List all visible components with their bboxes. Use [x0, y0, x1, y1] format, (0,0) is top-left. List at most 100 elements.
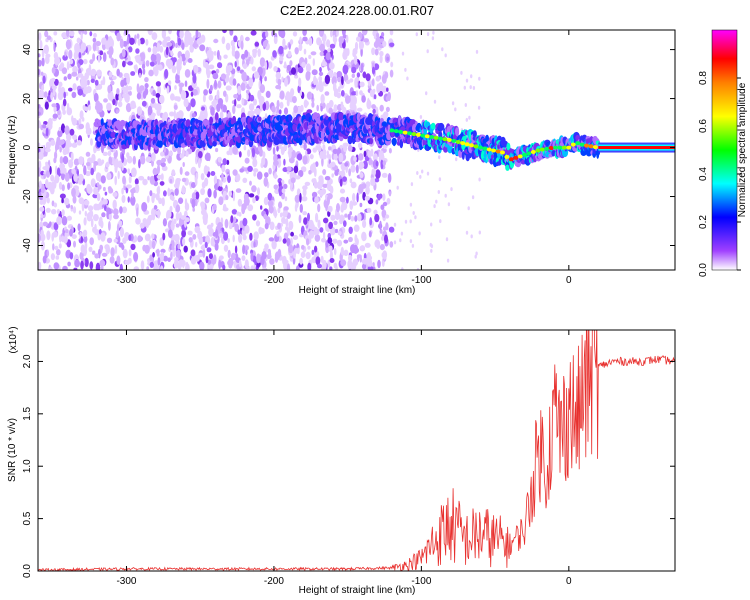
noise-speck	[152, 66, 157, 72]
noise-speck	[192, 73, 197, 84]
noise-speck	[253, 71, 260, 79]
noise-speck	[338, 152, 344, 163]
ridge-peak	[446, 138, 452, 142]
noise-speck	[340, 259, 347, 267]
noise-speck	[44, 163, 50, 173]
ridge-peak	[544, 146, 550, 151]
noise-speck	[138, 175, 145, 181]
noise-speck	[441, 47, 444, 52]
noise-speck	[286, 64, 292, 71]
noise-speck	[122, 237, 127, 244]
noise-speck	[378, 150, 384, 160]
noise-speck	[151, 152, 156, 162]
snr-y-multiplier: (x10⁴)	[8, 326, 19, 353]
noise-speck	[324, 91, 330, 96]
noise-speck	[68, 87, 73, 92]
noise-speck	[388, 191, 392, 197]
noise-speck	[414, 215, 417, 220]
noise-speck	[158, 94, 165, 104]
noise-speck	[121, 164, 124, 171]
noise-speck	[136, 83, 140, 93]
noise-speck	[135, 217, 141, 225]
noise-speck	[161, 197, 165, 207]
noise-speck	[339, 214, 345, 223]
noise-speck	[167, 80, 172, 86]
noise-speck	[80, 244, 86, 254]
noise-speck	[183, 245, 188, 253]
noise-speck	[208, 51, 214, 62]
noise-speck	[307, 262, 312, 270]
noise-speck	[213, 189, 217, 199]
noise-speck	[314, 234, 321, 242]
noise-speck	[225, 194, 229, 201]
noise-speck	[235, 188, 242, 193]
noise-speck	[107, 36, 114, 46]
noise-speck	[187, 58, 193, 63]
colorbar-tick-label: 0.4	[698, 167, 709, 181]
noise-speck	[358, 161, 363, 170]
noise-speck	[148, 69, 154, 77]
noise-speck	[80, 42, 87, 52]
noise-speck	[349, 78, 354, 83]
ridge-peak	[389, 128, 395, 133]
noise-speck	[315, 256, 321, 266]
noise-speck	[49, 165, 52, 175]
noise-speck	[88, 64, 92, 74]
noise-speck	[127, 85, 133, 91]
noise-speck	[208, 253, 213, 260]
noise-speck	[353, 156, 357, 162]
noise-speck	[207, 263, 214, 270]
noise-speck	[354, 234, 358, 243]
noise-speck	[242, 177, 248, 183]
noise-speck	[346, 196, 349, 204]
noise-speck	[162, 218, 167, 227]
noise-speck	[327, 237, 333, 244]
noise-speck	[336, 92, 341, 99]
noise-speck	[252, 49, 257, 59]
noise-speck	[134, 64, 138, 73]
noise-speck	[65, 39, 72, 50]
noise-speck	[305, 150, 308, 156]
noise-speck	[301, 244, 305, 250]
noise-speck	[166, 209, 172, 219]
noise-speck	[274, 254, 279, 263]
noise-speck	[326, 150, 330, 159]
noise-speck	[389, 69, 394, 78]
noise-speck	[112, 208, 119, 216]
noise-speck	[419, 174, 422, 179]
noise-speck	[286, 263, 291, 270]
noise-speck	[78, 156, 84, 165]
noise-speck	[276, 145, 279, 152]
noise-speck	[97, 158, 102, 164]
noise-speck	[337, 76, 342, 83]
noise-speck	[381, 209, 387, 218]
noise-speck	[313, 167, 317, 177]
noise-speck	[340, 104, 345, 110]
noise-speck	[166, 42, 173, 47]
noise-speck	[195, 172, 199, 180]
noise-speck	[468, 115, 471, 120]
noise-speck	[113, 151, 116, 158]
noise-speck	[106, 102, 112, 111]
noise-speck	[43, 44, 49, 55]
noise-speck	[286, 237, 291, 247]
noise-speck	[283, 259, 289, 265]
noise-speck	[152, 167, 158, 176]
noise-speck	[320, 188, 327, 195]
noise-speck	[69, 59, 74, 65]
noise-speck	[96, 193, 101, 202]
noise-speck	[223, 231, 229, 241]
noise-speck	[207, 188, 212, 198]
ridge-peak	[433, 135, 439, 140]
noise-speck	[122, 93, 127, 99]
noise-speck	[326, 183, 332, 191]
noise-speck	[100, 175, 106, 184]
noise-speck	[177, 146, 182, 155]
snr-panel: -300 -200 -100 0 0.00.51.01.52.0 Height of …	[7, 326, 676, 596]
noise-speck	[342, 64, 349, 75]
noise-speck	[85, 170, 91, 177]
noise-speck	[311, 191, 318, 198]
noise-speck	[282, 238, 287, 244]
noise-speck	[161, 30, 167, 39]
noise-speck	[239, 168, 245, 173]
